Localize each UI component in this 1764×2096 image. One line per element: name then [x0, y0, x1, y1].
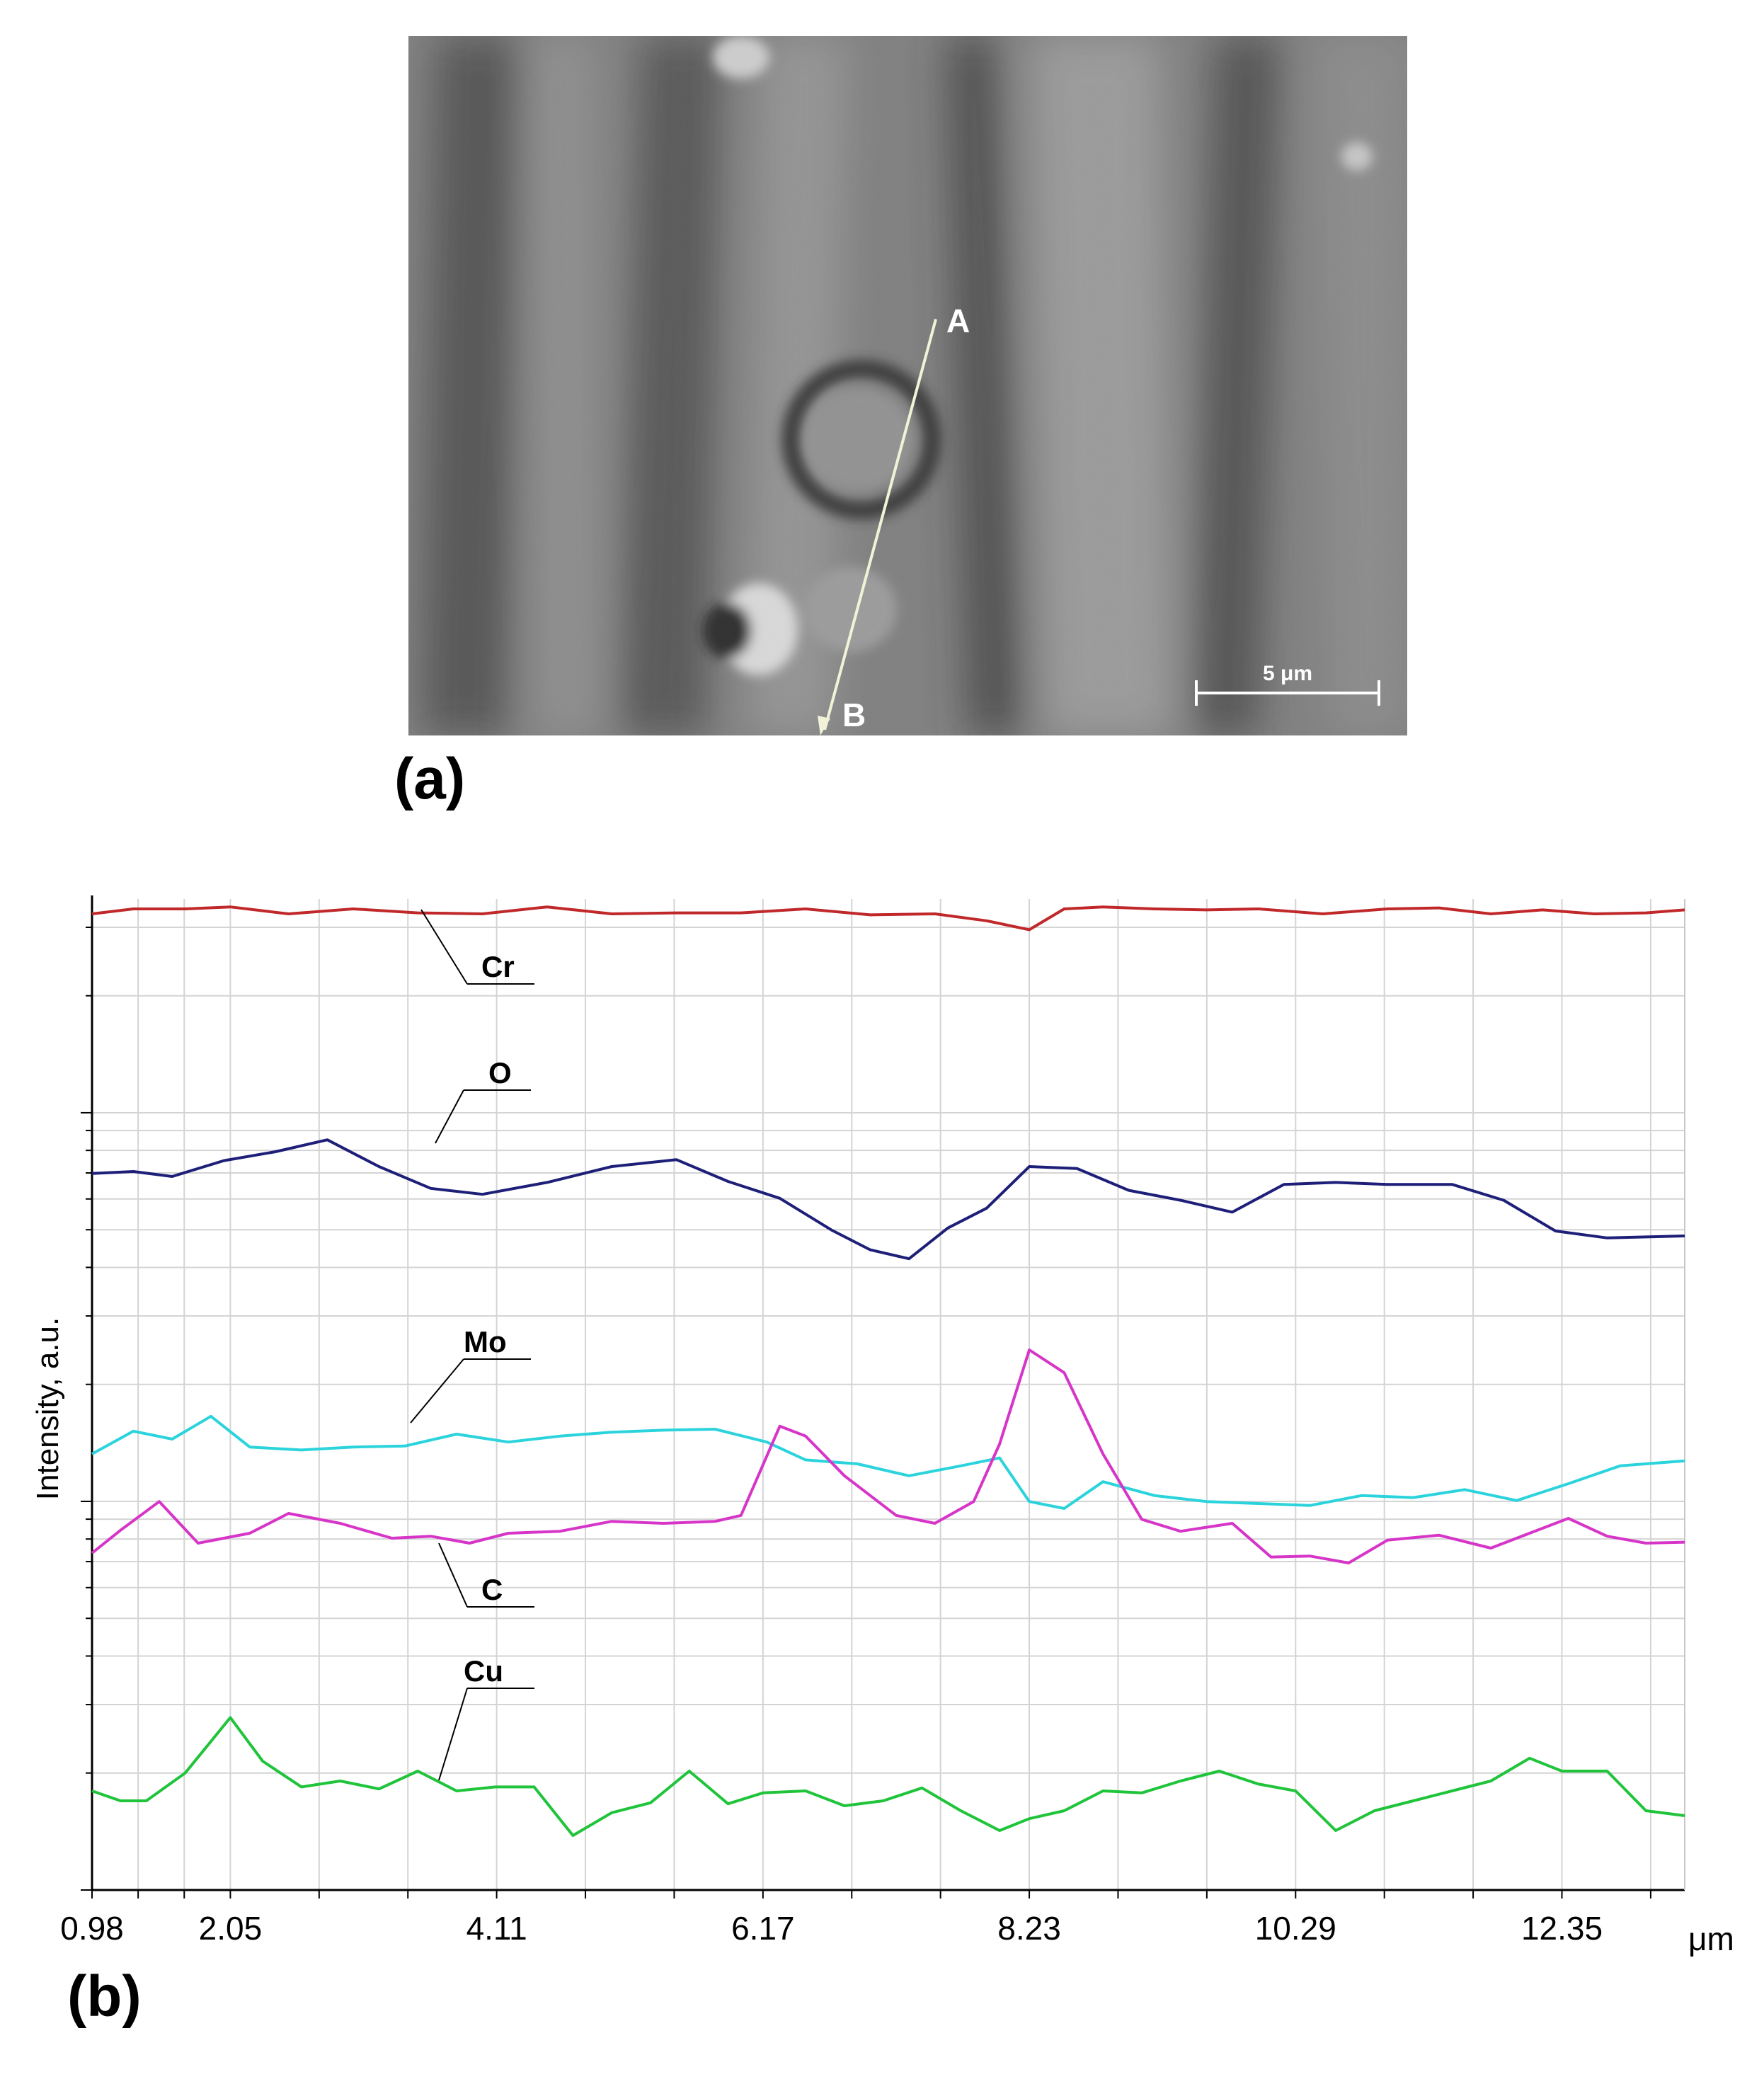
- callout-o: O: [435, 1056, 531, 1144]
- series-label-c: C: [481, 1573, 503, 1606]
- x-axis-unit: μm: [1688, 1920, 1734, 1957]
- chart-series: [91, 905, 1685, 1837]
- callout-leader: [438, 1688, 468, 1781]
- series-line-cu: [91, 1716, 1685, 1837]
- point-b-label: B: [842, 697, 866, 733]
- callout-leader: [410, 1358, 464, 1424]
- series-label-o: O: [488, 1056, 512, 1089]
- callout-leader: [435, 1089, 464, 1144]
- y-axis-label: Intensity, a.u.: [30, 1317, 65, 1500]
- linescan-arrowhead: [818, 716, 830, 735]
- chart-callouts: Cr O Mo C Cu: [410, 909, 534, 1781]
- scale-bar: 5 μm: [1195, 662, 1380, 706]
- x-tick-label: 6.17: [731, 1910, 795, 1947]
- series-line-cr: [91, 905, 1685, 932]
- x-tick-label: 4.11: [466, 1910, 527, 1947]
- linescan-arrow: [823, 319, 937, 731]
- point-a-label: A: [946, 302, 970, 339]
- series-label-cu: Cu: [464, 1654, 503, 1688]
- chart-axes: [81, 895, 1685, 1899]
- series-label-mo: Mo: [464, 1325, 507, 1358]
- callout-mo: Mo: [410, 1325, 531, 1424]
- series-line-o: [91, 1138, 1685, 1261]
- panel-b-label: (b): [67, 1964, 142, 2029]
- callout-cu: Cu: [438, 1654, 534, 1781]
- x-tick-labels: 0.98 2.05 4.11 6.17 8.23 10.29 12.35: [60, 1910, 1603, 1947]
- x-tick-label: 10.29: [1255, 1910, 1336, 1947]
- callout-leader: [438, 1542, 468, 1608]
- sem-micrograph: A B 5 μm: [408, 36, 1407, 735]
- scale-bar-label: 5 μm: [1263, 662, 1312, 685]
- panel-a-label: (a): [394, 747, 466, 811]
- chart-grid: [91, 899, 1685, 1891]
- callout-c: C: [438, 1542, 534, 1608]
- x-tick-label: 8.23: [997, 1910, 1061, 1947]
- series-line-mo: [91, 1414, 1685, 1510]
- x-tick-label: 0.98: [60, 1910, 124, 1947]
- x-tick-label: 2.05: [199, 1910, 263, 1947]
- callout-cr: Cr: [420, 909, 534, 985]
- callout-leader: [420, 909, 468, 985]
- x-tick-label: 12.35: [1521, 1910, 1603, 1947]
- series-line-c: [91, 1348, 1685, 1564]
- series-label-cr: Cr: [481, 950, 515, 983]
